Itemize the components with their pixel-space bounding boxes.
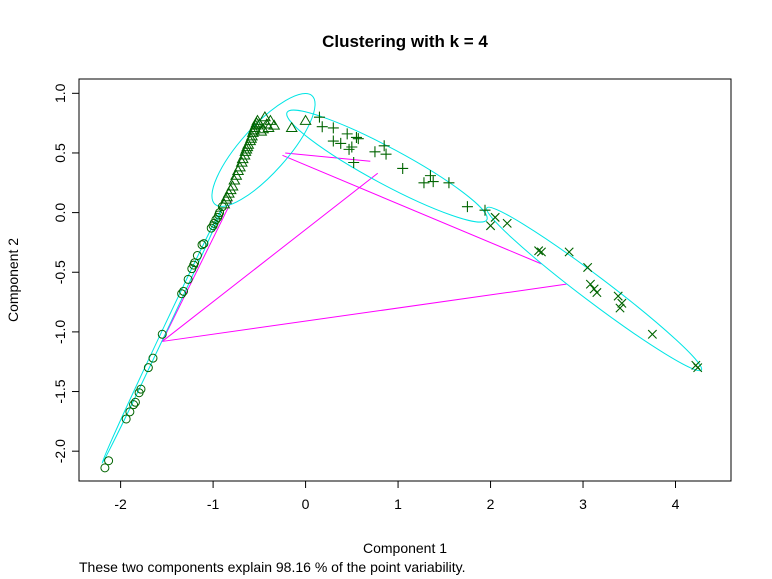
x-tick-label: -1 bbox=[207, 496, 220, 512]
point-circle bbox=[192, 251, 202, 261]
point-circle bbox=[129, 400, 139, 410]
point-triangle bbox=[238, 149, 251, 160]
point-circle bbox=[130, 397, 140, 407]
point-triangle bbox=[299, 114, 312, 125]
point-cross bbox=[613, 291, 623, 301]
x-axis: -2 -1 0 1 2 3 4 bbox=[114, 481, 680, 512]
y-tick-label: 0.5 bbox=[52, 143, 68, 163]
point-triangle bbox=[264, 114, 277, 125]
point-circle bbox=[157, 329, 167, 339]
cluster-segment bbox=[161, 172, 379, 342]
y-tick-label: 1.0 bbox=[52, 83, 68, 103]
x-tick-label: 0 bbox=[302, 496, 310, 512]
ellipses-layer bbox=[101, 93, 703, 464]
point-circle bbox=[179, 286, 189, 296]
x-tick-label: 1 bbox=[394, 496, 402, 512]
x-tick-label: -2 bbox=[114, 496, 127, 512]
x-tick-label: 3 bbox=[579, 496, 587, 512]
point-circle bbox=[121, 414, 131, 424]
point-circle bbox=[143, 363, 153, 373]
x-tick-label: 4 bbox=[672, 496, 680, 512]
point-plus bbox=[369, 146, 381, 158]
point-plus bbox=[327, 122, 339, 134]
y-tick-label: -1.5 bbox=[52, 379, 68, 403]
point-cross bbox=[485, 221, 496, 231]
point-plus bbox=[343, 143, 355, 155]
cluster-segment bbox=[285, 152, 371, 162]
point-triangle bbox=[245, 130, 259, 141]
point-plus bbox=[348, 157, 360, 169]
point-triangle bbox=[235, 156, 248, 167]
point-plus bbox=[461, 201, 473, 213]
point-circle bbox=[199, 239, 209, 249]
point-circle bbox=[104, 456, 114, 466]
segments-layer bbox=[161, 152, 567, 342]
point-plus bbox=[341, 128, 353, 140]
point-cross bbox=[583, 262, 593, 273]
y-tick-label: -0.5 bbox=[52, 260, 68, 284]
point-circle bbox=[206, 223, 216, 233]
chart-title: Clustering with k = 4 bbox=[322, 32, 488, 51]
points-layer bbox=[100, 110, 703, 473]
point-triangle bbox=[285, 121, 298, 133]
point-plus bbox=[443, 177, 455, 189]
point-cross bbox=[592, 287, 602, 298]
y-axis: -2.0 -1.5 -1.0 -0.5 0.0 0.5 1.0 bbox=[52, 83, 79, 463]
cluster-segment bbox=[162, 283, 567, 342]
point-cross bbox=[502, 218, 512, 228]
point-triangle bbox=[262, 121, 275, 133]
point-plus bbox=[350, 131, 362, 143]
point-cross bbox=[564, 247, 574, 257]
point-plus bbox=[427, 176, 439, 188]
point-cross bbox=[615, 303, 625, 313]
cluster-segment bbox=[161, 200, 233, 342]
point-cross bbox=[617, 298, 627, 308]
point-circle bbox=[136, 384, 146, 394]
plot-frame bbox=[78, 78, 732, 482]
point-circle bbox=[211, 215, 221, 225]
point-circle bbox=[125, 407, 135, 417]
point-cross bbox=[693, 363, 703, 373]
point-plus bbox=[327, 135, 339, 147]
y-tick-label: -2.0 bbox=[52, 439, 68, 463]
point-plus bbox=[424, 170, 436, 182]
point-plus bbox=[418, 177, 430, 189]
point-plus bbox=[479, 204, 491, 216]
y-tick-label: -1.0 bbox=[52, 320, 68, 344]
cluster-segment bbox=[282, 154, 542, 265]
point-cross bbox=[585, 279, 596, 289]
point-cross bbox=[536, 247, 546, 257]
y-tick-label: 0.0 bbox=[52, 203, 68, 223]
point-triangle bbox=[268, 119, 281, 130]
point-triangle bbox=[258, 110, 271, 122]
point-plus bbox=[352, 133, 364, 145]
point-plus bbox=[397, 162, 409, 174]
point-plus bbox=[316, 121, 328, 133]
point-circle bbox=[148, 353, 158, 363]
point-plus bbox=[335, 137, 347, 149]
point-circle bbox=[197, 240, 207, 250]
point-plus bbox=[378, 140, 390, 152]
point-cross bbox=[534, 246, 544, 256]
cluster-ellipse bbox=[486, 206, 703, 372]
point-triangle bbox=[253, 118, 266, 129]
cluster-ellipse bbox=[286, 109, 488, 223]
point-cross bbox=[647, 329, 657, 339]
point-triangle bbox=[226, 180, 239, 191]
point-plus bbox=[380, 148, 392, 160]
point-cross bbox=[490, 212, 500, 222]
y-axis-label: Component 2 bbox=[5, 238, 21, 322]
point-circle bbox=[100, 463, 110, 473]
point-circle bbox=[183, 274, 193, 284]
x-tick-label: 2 bbox=[487, 496, 495, 512]
point-plus bbox=[313, 111, 325, 123]
point-circle bbox=[215, 208, 225, 218]
subtitle: These two components explain 98.16 % of … bbox=[79, 559, 466, 575]
point-circle bbox=[177, 289, 187, 299]
cluster-ellipse bbox=[211, 93, 316, 207]
x-axis-label: Component 1 bbox=[363, 540, 447, 556]
point-plus bbox=[346, 141, 358, 153]
